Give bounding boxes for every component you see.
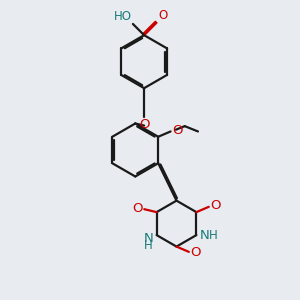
Text: HO: HO — [114, 10, 132, 23]
Text: O: O — [210, 200, 221, 212]
Text: O: O — [190, 246, 201, 259]
Text: O: O — [132, 202, 143, 215]
Text: O: O — [158, 9, 167, 22]
Text: H: H — [209, 229, 218, 242]
Text: H: H — [144, 239, 153, 252]
Text: N: N — [143, 232, 153, 245]
Text: O: O — [139, 118, 149, 131]
Text: N: N — [200, 229, 210, 242]
Text: O: O — [172, 124, 182, 137]
